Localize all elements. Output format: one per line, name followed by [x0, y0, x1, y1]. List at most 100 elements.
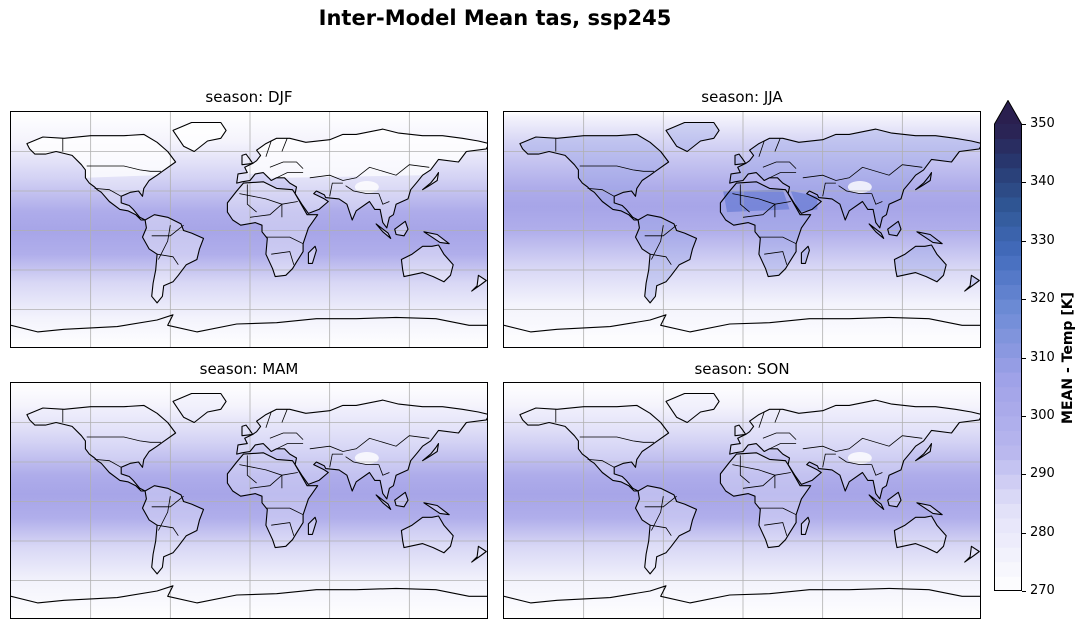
colorbar-step: [994, 372, 1022, 388]
coastline-newzealand: [471, 545, 487, 563]
country-border: [838, 456, 872, 465]
colorbar-tick-mark: [1022, 240, 1026, 242]
coastline-eurasia: [236, 128, 487, 229]
country-border: [769, 172, 797, 179]
panel-title-jja: season: JJA: [701, 88, 783, 106]
country-border: [739, 184, 750, 213]
country-border: [742, 474, 776, 489]
coastline-newzealand: [471, 274, 487, 292]
coastline-uk: [734, 424, 747, 437]
colorbar-tick-label: 320: [1030, 291, 1055, 307]
coastline-borneo: [394, 220, 409, 237]
colorbar-step: [994, 488, 1022, 504]
country-border: [739, 455, 750, 484]
country-border: [651, 225, 664, 260]
country-border: [774, 472, 791, 476]
country-border: [281, 138, 288, 152]
country-border: [157, 524, 179, 536]
country-border: [329, 453, 343, 468]
country-border: [758, 236, 797, 245]
country-border: [871, 193, 883, 205]
coastline-eurasia: [236, 399, 487, 500]
country-border: [94, 459, 122, 468]
coastline-sumatra: [375, 494, 392, 510]
country-border: [246, 184, 257, 213]
coastline-antarctica: [11, 585, 487, 604]
country-border: [650, 524, 672, 536]
country-border: [151, 224, 184, 237]
country-border: [579, 436, 654, 443]
coastline-madagascar: [307, 516, 317, 535]
coastline-uk: [241, 153, 254, 166]
country-border: [742, 203, 776, 218]
country-border: [838, 185, 872, 194]
coastline-newzealand: [964, 545, 980, 563]
country-border: [269, 432, 304, 440]
country-border: [802, 164, 923, 181]
colorbar-step: [994, 518, 1022, 534]
colorbar-step: [994, 415, 1022, 431]
country-border: [158, 225, 171, 260]
map-svg-son: [504, 383, 980, 618]
country-border: [822, 453, 836, 468]
colorbar-tick-mark: [1022, 532, 1026, 534]
country-border: [86, 436, 161, 443]
coastline-madagascar: [307, 245, 317, 264]
panel-title-mam: season: MAM: [199, 360, 299, 378]
coastline-antarctica: [504, 585, 980, 604]
country-border: [587, 188, 615, 197]
colorbar-step: [994, 299, 1022, 315]
country-border: [378, 193, 390, 205]
coastline-japan: [422, 443, 440, 462]
coastline-greenland: [665, 121, 720, 153]
country-border: [271, 251, 295, 265]
coastline-borneo: [887, 220, 902, 237]
country-border: [265, 408, 277, 428]
coastline-sumatra: [868, 223, 885, 239]
country-border: [345, 185, 379, 194]
colorbar-step: [994, 182, 1022, 198]
colorbar-tick-mark: [1022, 124, 1026, 125]
country-border: [265, 236, 304, 245]
country-border: [239, 464, 283, 489]
country-border: [774, 409, 781, 423]
colorbar-step: [994, 357, 1022, 373]
colorbar-step: [994, 401, 1022, 417]
coastline-antarctica: [504, 314, 980, 333]
country-border: [650, 253, 672, 265]
country-border: [764, 522, 788, 536]
coastline-samerica: [634, 485, 698, 575]
colorbar-step: [994, 328, 1022, 344]
map-svg-mam: [11, 383, 487, 618]
colorbar-tick-label: 330: [1030, 232, 1055, 248]
country-border: [249, 474, 283, 489]
coastline-uk: [241, 424, 254, 437]
country-border: [587, 459, 615, 468]
colorbar-tick-mark: [1022, 299, 1026, 301]
colorbar-step: [994, 284, 1022, 300]
coastline-samerica: [141, 214, 205, 304]
colorbar-step: [994, 547, 1022, 563]
country-border: [239, 193, 283, 218]
coastline-namerica: [26, 133, 177, 221]
country-border: [762, 432, 797, 440]
coastline-namerica: [519, 404, 670, 492]
country-border: [871, 464, 883, 476]
colorbar-tick-mark: [1022, 474, 1026, 476]
colorbar-tick-mark: [1022, 357, 1026, 359]
colorbar-tick-label: 340: [1030, 174, 1055, 190]
coastline-australia: [400, 244, 454, 283]
coastline-australia: [400, 515, 454, 554]
country-border: [644, 224, 677, 237]
country-border: [345, 456, 379, 465]
country-border: [265, 137, 277, 157]
colorbar-step: [994, 211, 1022, 227]
country-border: [822, 182, 836, 197]
coastline-namerica: [26, 404, 177, 492]
coastline-antarctica: [11, 314, 487, 333]
coastline-eurasia: [729, 399, 980, 500]
coastline-newguinea: [423, 502, 450, 516]
coastline-japan: [422, 172, 440, 191]
country-border: [758, 408, 770, 428]
country-border: [86, 165, 161, 172]
